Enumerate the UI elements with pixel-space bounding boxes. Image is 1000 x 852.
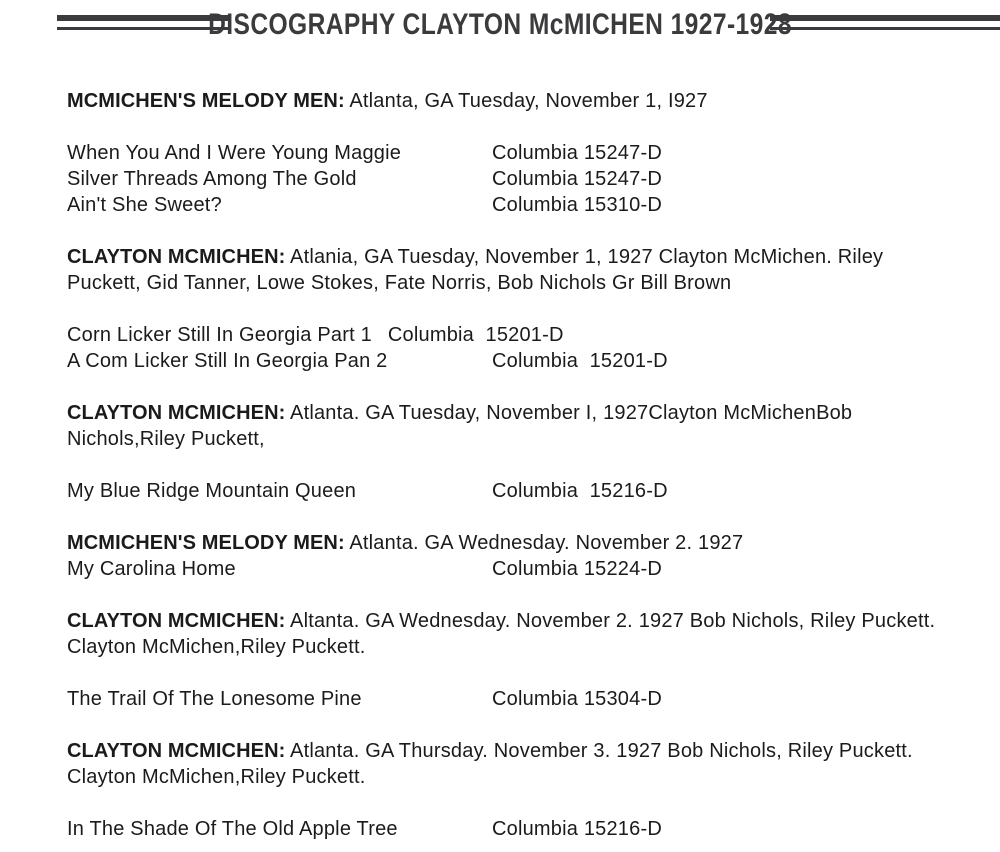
session-details: Atlania, GA Tuesday, November 1, 1927 Cl…: [285, 246, 884, 268]
session-name: CLAYTON MCMICHEN:: [67, 740, 286, 762]
song-row: When You And I Were Young Maggie Columbi…: [67, 140, 970, 166]
song-row: A Com Licker Still In Georgia Pan 2 Colu…: [67, 348, 970, 374]
session-header: CLAYTON MCMICHEN: Atlanta. GA Tuesday, N…: [67, 400, 987, 452]
session-block: MCMICHEN'S MELODY MEN: Atlanta, GA Tuesd…: [67, 88, 970, 218]
song-title: Corn Licker Still In Georgia Part 1: [67, 324, 372, 346]
record-label: Columbia 15247-D: [492, 142, 662, 164]
title-rule-left: [57, 15, 230, 30]
session-header: MCMICHEN'S MELODY MEN: Atlanta. GA Wedne…: [67, 530, 987, 556]
session-block: CLAYTON MCMICHEN: Atlanta. GA Thursday. …: [67, 738, 970, 842]
record-label: Columbia 15216-D: [492, 818, 662, 840]
session-header: MCMICHEN'S MELODY MEN: Atlanta, GA Tuesd…: [67, 88, 987, 114]
song-title: When You And I Were Young Maggie: [67, 142, 402, 164]
session-name: CLAYTON MCMICHEN:: [67, 610, 286, 632]
song-row: My Carolina Home Columbia 15224-D: [67, 556, 970, 582]
song-row: Corn Licker Still In Georgia Part 1 Colu…: [67, 322, 970, 348]
session-details: Atlanta. GA Wednesday. November 2. 1927: [344, 532, 744, 554]
song-title: Ain't She Sweet?: [67, 194, 222, 216]
song-list: In The Shade Of The Old Apple Tree Colum…: [67, 816, 970, 842]
session-details-line2: Nichols,Riley Puckett,: [67, 428, 265, 450]
song-title: The Trail Of The Lonesome Pine: [67, 688, 362, 710]
record-label: Columbia 15201-D: [387, 324, 564, 346]
session-header: CLAYTON MCMICHEN: Atlanta. GA Thursday. …: [67, 738, 987, 790]
session-details: Altanta. GA Wednesday. November 2. 1927 …: [285, 610, 936, 632]
song-row: The Trail Of The Lonesome Pine Columbia …: [67, 686, 970, 712]
session-details: Atlanta. GA Tuesday, November I, 1927Cla…: [285, 402, 853, 424]
song-row: Silver Threads Among The Gold Columbia 1…: [67, 166, 970, 192]
session-details: Atlanta. GA Thursday. November 3. 1927 B…: [285, 740, 913, 762]
session-details: Atlanta, GA Tuesday, November 1, I927: [344, 90, 708, 112]
song-list: My Blue Ridge Mountain Queen Columbia 15…: [67, 478, 970, 504]
session-details-line2: Puckett, Gid Tanner, Lowe Stokes, Fate N…: [67, 272, 732, 294]
session-details-line2: Clayton McMichen,Riley Puckett.: [67, 636, 366, 658]
page-title: DISCOGRAPHY CLAYTON McMICHEN 1927-1928: [208, 8, 792, 41]
song-list: My Carolina Home Columbia 15224-D: [67, 556, 970, 582]
song-title: A Com Licker Still In Georgia Pan 2: [67, 350, 388, 372]
session-name: CLAYTON MCMICHEN:: [67, 402, 286, 424]
session-block: CLAYTON MCMICHEN: Atlanta. GA Tuesday, N…: [67, 400, 970, 504]
session-block: CLAYTON MCMICHEN: Atlania, GA Tuesday, N…: [67, 244, 970, 374]
song-list: The Trail Of The Lonesome Pine Columbia …: [67, 686, 970, 712]
session-details-line2: Clayton McMichen,Riley Puckett.: [67, 766, 366, 788]
session-name: CLAYTON MCMICHEN:: [67, 246, 286, 268]
record-label: Columbia 15224-D: [492, 558, 662, 580]
record-label: Columbia 15310-D: [492, 194, 662, 216]
record-label: Columbia 15216-D: [492, 480, 668, 502]
song-list: When You And I Were Young Maggie Columbi…: [67, 140, 970, 218]
song-title: Silver Threads Among The Gold: [67, 168, 357, 190]
title-rule-right: [770, 15, 1000, 30]
document-body: MCMICHEN'S MELODY MEN: Atlanta, GA Tuesd…: [0, 46, 1000, 842]
session-block: MCMICHEN'S MELODY MEN: Atlanta. GA Wedne…: [67, 530, 970, 582]
session-name: MCMICHEN'S MELODY MEN:: [67, 90, 345, 112]
song-title: In The Shade Of The Old Apple Tree: [67, 818, 398, 840]
song-list: Corn Licker Still In Georgia Part 1 Colu…: [67, 322, 970, 374]
record-label: Columbia 15304-D: [492, 688, 662, 710]
title-bar: DISCOGRAPHY CLAYTON McMICHEN 1927-1928: [0, 0, 1000, 46]
song-row: My Blue Ridge Mountain Queen Columbia 15…: [67, 478, 970, 504]
session-block: CLAYTON MCMICHEN: Altanta. GA Wednesday.…: [67, 608, 970, 712]
session-header: CLAYTON MCMICHEN: Altanta. GA Wednesday.…: [67, 608, 987, 660]
record-label: Columbia 15247-D: [492, 168, 662, 190]
record-label: Columbia 15201-D: [492, 350, 668, 372]
song-title: My Blue Ridge Mountain Queen: [67, 480, 357, 502]
song-title: My Carolina Home: [67, 558, 236, 580]
session-name: MCMICHEN'S MELODY MEN:: [67, 532, 345, 554]
song-row: In The Shade Of The Old Apple Tree Colum…: [67, 816, 970, 842]
song-row: Ain't She Sweet? Columbia 15310-D: [67, 192, 970, 218]
session-header: CLAYTON MCMICHEN: Atlania, GA Tuesday, N…: [67, 244, 987, 296]
